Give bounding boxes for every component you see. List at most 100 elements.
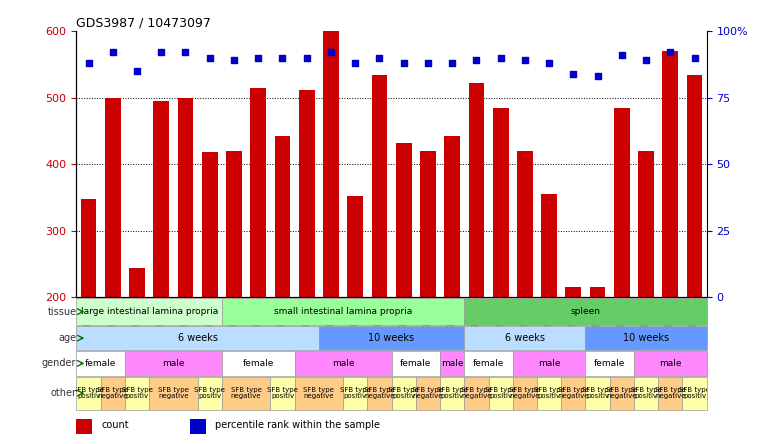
Bar	[299, 90, 315, 297]
Bar	[513, 377, 537, 410]
Point	[640, 57, 652, 64]
Text: 6 weeks: 6 weeks	[505, 333, 545, 343]
Point	[228, 57, 240, 64]
Bar	[687, 75, 702, 297]
Bar	[614, 108, 630, 297]
Bar	[76, 298, 222, 325]
Point	[688, 54, 701, 61]
Text: age: age	[58, 333, 76, 343]
Text: SFB type
negative: SFB type negative	[413, 387, 443, 400]
Text: small intestinal lamina propria: small intestinal lamina propria	[274, 307, 413, 316]
Point	[494, 54, 507, 61]
Point	[616, 52, 628, 59]
Text: SFB type
positiv: SFB type positiv	[267, 387, 298, 400]
Point	[155, 49, 167, 56]
Text: SFB type
negative: SFB type negative	[655, 387, 686, 400]
Text: SFB type
negative: SFB type negative	[364, 387, 395, 400]
Text: male: male	[162, 359, 185, 368]
Bar	[634, 351, 707, 376]
Bar	[76, 326, 319, 350]
Bar	[517, 151, 533, 297]
Text: SFB type
positiv: SFB type positiv	[73, 387, 104, 400]
Bar	[396, 143, 412, 297]
Bar	[493, 108, 509, 297]
Text: SFB type
positiv: SFB type positiv	[582, 387, 613, 400]
Bar	[222, 298, 465, 325]
Point	[543, 59, 555, 67]
Bar	[513, 351, 585, 376]
Bar	[682, 377, 707, 410]
Text: SFB type
negative: SFB type negative	[97, 387, 128, 400]
Point	[277, 54, 289, 61]
Bar	[585, 377, 610, 410]
Bar	[465, 298, 707, 325]
Point	[446, 59, 458, 67]
Text: 10 weeks: 10 weeks	[368, 333, 415, 343]
Text: gender: gender	[42, 358, 76, 369]
Point	[374, 54, 386, 61]
Bar	[190, 419, 206, 434]
Bar	[222, 351, 295, 376]
Bar	[610, 377, 634, 410]
Bar	[149, 377, 198, 410]
Text: SFB type
positiv: SFB type positiv	[679, 387, 710, 400]
Bar	[222, 377, 270, 410]
Bar	[659, 377, 682, 410]
Point	[664, 49, 676, 56]
Bar	[348, 196, 363, 297]
Text: other: other	[50, 388, 76, 398]
Text: male: male	[441, 359, 464, 368]
Text: SFB type
negative: SFB type negative	[231, 387, 261, 400]
Bar	[105, 98, 121, 297]
Bar	[638, 151, 654, 297]
Text: SFB type
positiv: SFB type positiv	[630, 387, 662, 400]
Text: SFB type
negative: SFB type negative	[510, 387, 540, 400]
Text: SFB type
negative: SFB type negative	[158, 387, 189, 400]
Point	[567, 70, 579, 77]
Bar	[319, 326, 465, 350]
Point	[107, 49, 119, 56]
Text: 10 weeks: 10 weeks	[623, 333, 669, 343]
Text: SFB type
positiv: SFB type positiv	[340, 387, 371, 400]
Bar	[125, 351, 222, 376]
Bar	[445, 136, 460, 297]
Bar	[585, 326, 707, 350]
Bar	[468, 83, 484, 297]
Bar	[198, 377, 222, 410]
Bar	[465, 326, 585, 350]
Bar	[562, 377, 585, 410]
Bar	[541, 194, 557, 297]
Text: male: male	[332, 359, 354, 368]
Bar	[585, 351, 634, 376]
Bar	[76, 377, 101, 410]
Text: female: female	[242, 359, 274, 368]
Point	[422, 59, 434, 67]
Bar	[76, 419, 92, 434]
Bar	[323, 31, 338, 297]
Bar	[420, 151, 435, 297]
Point	[591, 73, 604, 80]
Bar	[392, 351, 440, 376]
Bar	[371, 75, 387, 297]
Text: SFB type
positiv: SFB type positiv	[437, 387, 468, 400]
Bar	[177, 98, 193, 297]
Text: female: female	[473, 359, 504, 368]
Text: spleen: spleen	[571, 307, 601, 316]
Bar	[367, 377, 392, 410]
Bar	[465, 351, 513, 376]
Bar	[440, 351, 465, 376]
Point	[349, 59, 361, 67]
Bar	[274, 136, 290, 297]
Bar	[343, 377, 367, 410]
Bar	[295, 351, 392, 376]
Point	[180, 49, 192, 56]
Bar	[465, 377, 488, 410]
Text: SFB type
negative: SFB type negative	[607, 387, 637, 400]
Bar	[101, 377, 125, 410]
Bar	[81, 199, 96, 297]
Text: male: male	[659, 359, 681, 368]
Bar	[488, 377, 513, 410]
Text: SFB type
positiv: SFB type positiv	[388, 387, 419, 400]
Text: female: female	[594, 359, 626, 368]
Bar	[202, 152, 218, 297]
